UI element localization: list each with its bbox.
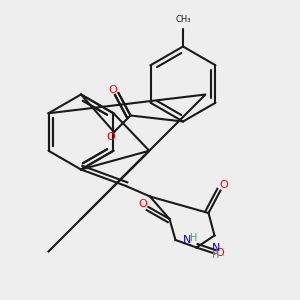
Text: O: O xyxy=(139,199,148,209)
Text: CH₃: CH₃ xyxy=(175,15,191,24)
Text: N: N xyxy=(212,243,220,253)
Text: N: N xyxy=(183,235,191,245)
Text: H: H xyxy=(212,250,220,260)
Text: O: O xyxy=(106,131,116,142)
Text: O: O xyxy=(220,179,229,190)
Text: H: H xyxy=(190,232,197,243)
Text: O: O xyxy=(109,85,118,95)
Text: O: O xyxy=(215,248,224,259)
